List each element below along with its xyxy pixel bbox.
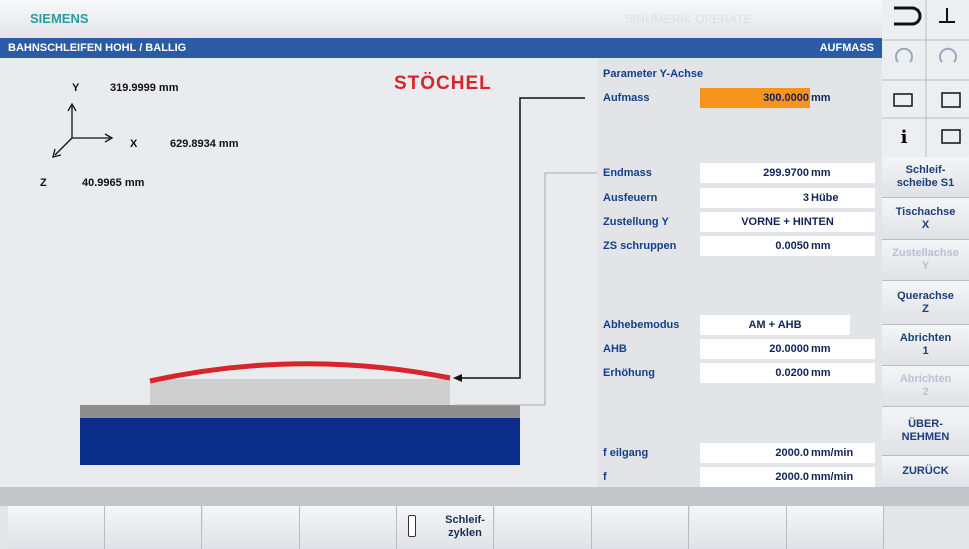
- param-field[interactable]: [700, 88, 810, 108]
- param-value: AM + AHB: [748, 319, 802, 331]
- softkey[interactable]: Schleif- scheibe S1: [882, 157, 969, 198]
- pointer-line: [455, 172, 597, 406]
- softkey: Abrichten 2: [882, 366, 969, 407]
- param-label: Zustellung Y: [603, 216, 669, 228]
- icon-home[interactable]: [939, 8, 955, 23]
- param-label: Abhebemodus: [603, 319, 680, 331]
- bottom-softkey[interactable]: [495, 506, 592, 549]
- param-field[interactable]: [700, 236, 875, 256]
- top-bar: [0, 0, 882, 38]
- bottom-softkey[interactable]: [690, 506, 787, 549]
- title-right: AUFMASS: [819, 42, 874, 54]
- plate: [80, 405, 520, 418]
- bottom-softkey-label: Schleif- zyklen: [445, 514, 485, 539]
- softkey[interactable]: ÜBER- NEHMEN: [882, 407, 969, 456]
- param-field[interactable]: [700, 443, 875, 463]
- softkey[interactable]: Tischachse X: [882, 198, 969, 240]
- bottom-softkey[interactable]: [300, 506, 397, 549]
- title-bar: [0, 38, 882, 58]
- param-field[interactable]: [700, 212, 875, 232]
- axis-name: Y: [72, 82, 80, 94]
- icon-info[interactable]: i: [901, 127, 908, 148]
- icon-keyboard[interactable]: [893, 93, 913, 107]
- param-unit: mm/min: [811, 471, 854, 483]
- softkey[interactable]: Querachse Z: [882, 281, 969, 325]
- param-label: f eilgang: [603, 447, 649, 459]
- param-value: 3: [802, 192, 809, 204]
- axis-value: 40.9965 mm: [82, 177, 145, 189]
- param-label: Aufmass: [603, 92, 650, 104]
- logo: STÖCHEL: [394, 73, 492, 94]
- icon-camera[interactable]: [941, 129, 961, 144]
- parameter-heading: Parameter Y-Achse: [603, 68, 704, 80]
- axis-value: 629.8934 mm: [170, 138, 239, 150]
- softkey[interactable]: Abrichten 1: [882, 325, 969, 366]
- param-label: AHB: [603, 343, 627, 355]
- param-value: 299.9700: [763, 167, 809, 179]
- status-bar: [0, 487, 969, 506]
- bottom-softkey[interactable]: [8, 506, 105, 549]
- param-label: Endmass: [603, 167, 652, 179]
- icon-table[interactable]: [941, 92, 961, 108]
- param-field[interactable]: [700, 188, 875, 208]
- icon-window[interactable]: [894, 6, 922, 26]
- bottom-softkey[interactable]: [592, 506, 689, 549]
- param-unit: mm: [811, 367, 831, 379]
- param-value: VORNE + HINTEN: [741, 216, 834, 228]
- param-label: ZS schruppen: [603, 240, 677, 252]
- axis-value: 319.9999 mm: [110, 82, 179, 94]
- axis-cross: [52, 102, 114, 158]
- param-label: f: [603, 471, 607, 483]
- icon-buttons: i: [882, 0, 969, 157]
- param-unit: mm: [811, 92, 831, 104]
- product-name: SINUMERIK OPERATE: [625, 12, 752, 26]
- workpiece: [150, 379, 450, 405]
- arrow-head: [453, 374, 462, 382]
- param-unit: Hübe: [811, 192, 839, 204]
- machine-table: [80, 418, 520, 465]
- title-left: BAHNSCHLEIFEN HOHL / BALLIG: [8, 42, 187, 54]
- pointer-line: [460, 97, 585, 379]
- bottom-softkey[interactable]: [787, 506, 884, 549]
- param-unit: mm: [811, 343, 831, 355]
- allowance-arc: [149, 361, 451, 384]
- parameter-panel: [597, 58, 882, 487]
- axis-name: X: [130, 138, 138, 150]
- param-field[interactable]: [700, 363, 875, 383]
- softkey[interactable]: ZURÜCK: [882, 456, 969, 488]
- bottom-softkey[interactable]: [203, 506, 300, 549]
- icon-undo[interactable]: [895, 47, 913, 63]
- param-value: 2000.0: [775, 471, 809, 483]
- icon-redo[interactable]: [939, 47, 957, 63]
- param-value: 0.0050: [775, 240, 809, 252]
- softkey-icon: [408, 515, 416, 537]
- param-field[interactable]: [700, 339, 875, 359]
- param-label: Ausfeuern: [603, 192, 658, 204]
- param-field[interactable]: [700, 467, 875, 487]
- param-value: 300.0000: [763, 92, 809, 104]
- param-field[interactable]: [700, 163, 875, 183]
- param-value: 20.0000: [769, 343, 809, 355]
- bottom-softkey[interactable]: [105, 506, 202, 549]
- param-field[interactable]: [700, 315, 850, 335]
- softkey: Zustellachse Y: [882, 240, 969, 281]
- param-unit: mm: [811, 240, 831, 252]
- param-value: 2000.0: [775, 447, 809, 459]
- brand: SIEMENS: [30, 11, 89, 26]
- param-unit: mm/min: [811, 447, 854, 459]
- param-value: 0.0200: [775, 367, 809, 379]
- param-unit: mm: [811, 167, 831, 179]
- param-label: Erhöhung: [603, 367, 655, 379]
- axis-name: Z: [40, 177, 47, 189]
- graphic: [52, 97, 597, 465]
